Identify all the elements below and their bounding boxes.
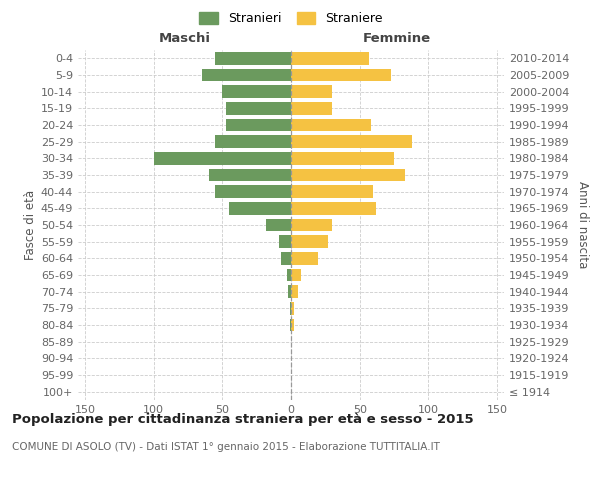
Bar [291,119,371,132]
Bar [291,286,298,298]
Bar [291,102,332,115]
Bar [215,186,291,198]
Bar [226,102,291,115]
Text: COMUNE DI ASOLO (TV) - Dati ISTAT 1° gennaio 2015 - Elaborazione TUTTITALIA.IT: COMUNE DI ASOLO (TV) - Dati ISTAT 1° gen… [12,442,440,452]
Bar [291,136,412,148]
Bar [291,52,370,64]
Bar [287,269,291,281]
Bar [209,169,291,181]
Bar [281,252,291,264]
Bar [266,219,291,231]
Bar [291,302,294,314]
Bar [229,202,291,214]
Bar [290,302,291,314]
Bar [291,219,332,231]
Bar [291,202,376,214]
Bar [291,152,394,164]
Y-axis label: Fasce di età: Fasce di età [23,190,37,260]
Bar [291,186,373,198]
Bar [278,236,291,248]
Text: Maschi: Maschi [159,32,211,45]
Bar [291,319,294,331]
Bar [291,236,328,248]
Bar [215,136,291,148]
Bar [215,52,291,64]
Bar [222,86,291,98]
Legend: Stranieri, Straniere: Stranieri, Straniere [194,8,388,30]
Bar [290,319,291,331]
Bar [288,286,291,298]
Text: Femmine: Femmine [363,32,431,45]
Bar [291,269,301,281]
Bar [291,69,391,82]
Bar [291,252,319,264]
Text: Popolazione per cittadinanza straniera per età e sesso - 2015: Popolazione per cittadinanza straniera p… [12,412,473,426]
Bar [291,86,332,98]
Y-axis label: Anni di nascita: Anni di nascita [576,182,589,268]
Bar [154,152,291,164]
Bar [226,119,291,132]
Bar [202,69,291,82]
Bar [291,169,405,181]
